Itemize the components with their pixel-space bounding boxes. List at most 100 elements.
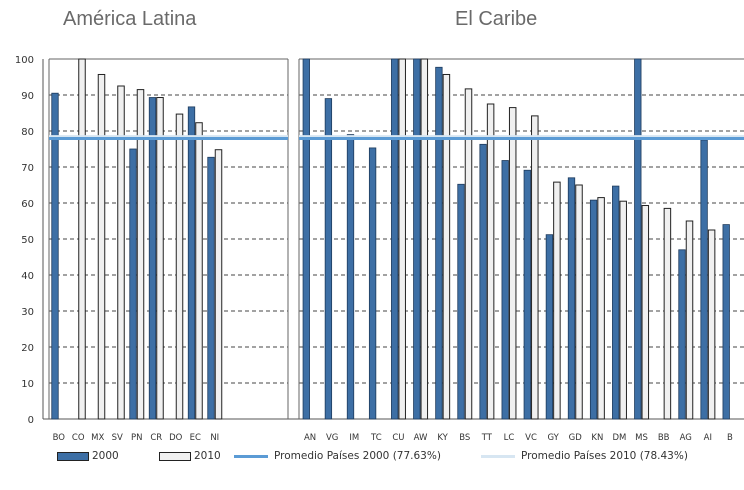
bar-2010: [117, 85, 125, 420]
legend-swatch-avg2010: [481, 454, 515, 458]
bar-2010: [420, 58, 429, 420]
x-tick-label: VG: [326, 433, 338, 440]
bar-2000: [435, 66, 443, 420]
x-tick-label: AN: [304, 433, 316, 440]
bar-2000: [589, 199, 598, 420]
x-tick-label: KY: [437, 433, 448, 440]
bar-2000: [634, 58, 642, 420]
bar-2010: [486, 103, 495, 420]
bar-2010: [508, 107, 517, 420]
bar-2000: [567, 177, 576, 420]
x-tick-label: MS: [635, 433, 648, 440]
x-tick-label: CO: [72, 433, 85, 440]
y-tick-label: 50: [21, 235, 34, 246]
bar-2000: [612, 185, 620, 420]
bar-2000: [346, 134, 355, 420]
bar-2010: [597, 197, 605, 420]
bar-2010: [531, 115, 539, 420]
x-tick-label: GY: [547, 433, 559, 440]
bar-chart: 0 10 20 30 40 50 60 70 80 90 100 BO CO MX SV PN CR DO EC NI…: [15, 55, 744, 440]
bar-2000: [545, 234, 554, 420]
y-tick-label: 20: [21, 343, 34, 354]
panel-title-latam: América Latina: [63, 8, 197, 30]
bar-2000: [479, 143, 487, 420]
x-tick-label: AW: [414, 433, 428, 440]
x-tick-label: AI: [704, 433, 712, 440]
y-tick-label: 60: [21, 199, 34, 210]
bar-2000: [457, 183, 465, 420]
y-tick-label: 0: [28, 415, 34, 426]
x-tick-label: MX: [91, 433, 104, 440]
bar-2000: [501, 160, 509, 420]
legend-swatch-avg2000: [234, 454, 268, 458]
y-tick-label: 90: [21, 91, 34, 102]
x-tick-label: NI: [210, 433, 219, 440]
x-tick-label: JM: [348, 433, 359, 440]
x-tick-label: PN: [131, 433, 142, 440]
bar-2000: [207, 156, 215, 420]
x-tick-label: BB: [658, 433, 670, 440]
bar-2010: [641, 205, 650, 420]
x-tick-label: CU: [392, 433, 404, 440]
y-tick-label: 70: [21, 163, 34, 174]
bar-2010: [619, 200, 627, 420]
panel-title-caribe: El Caribe: [455, 8, 538, 30]
bar-2010: [553, 181, 561, 420]
x-tick-label: GD: [569, 433, 583, 440]
bar-2010: [78, 58, 86, 420]
bar-2010: [175, 113, 184, 420]
bar-2000: [302, 58, 310, 420]
x-tick-label: TC: [370, 433, 382, 440]
bar-2000: [324, 98, 333, 420]
bar-2010: [136, 89, 145, 420]
legend-item-2010: 2010: [159, 450, 221, 462]
x-tick-label: VC: [525, 433, 537, 440]
legend-item-2000: 2000: [57, 450, 119, 462]
x-tick-label: LC: [504, 433, 515, 440]
bar-2010: [464, 88, 473, 420]
x-tick-label: SV: [112, 433, 123, 440]
y-tick-label: 10: [21, 379, 34, 390]
y-tick-label: 40: [21, 271, 34, 282]
bar-2000: [700, 139, 708, 420]
legend-item-avg2000: Promedio Países 2000 (77.63%): [234, 450, 441, 462]
legend-item-avg2010: Promedio Países 2010 (78.43%): [481, 450, 688, 462]
bar-2010: [707, 229, 716, 420]
legend-label-avg2000: Promedio Países 2000 (77.63%): [274, 450, 441, 462]
x-tick-label: EC: [190, 433, 201, 440]
bar-2010: [685, 220, 694, 420]
bar-2000: [722, 224, 730, 420]
bar-2010: [575, 184, 583, 420]
legend-swatch-2000: [57, 451, 89, 461]
x-tick-label: DM: [613, 433, 627, 440]
bar-2000: [413, 58, 421, 420]
bar-2000: [129, 148, 137, 420]
y-tick-label: 100: [15, 55, 34, 66]
bar-2000: [523, 169, 531, 420]
y-tick-label: 80: [21, 127, 34, 138]
bar-2010: [663, 207, 672, 420]
bar-2000: [678, 249, 686, 420]
legend-swatch-2010: [159, 451, 191, 461]
x-tick-label: B: [727, 433, 733, 440]
bar-2000: [391, 58, 399, 420]
x-tick-label: KN: [591, 433, 603, 440]
x-tick-label: BO: [53, 433, 66, 440]
bar-2000: [368, 147, 377, 420]
bar-2010: [195, 122, 203, 420]
bar-2000: [51, 92, 59, 420]
bar-2010: [156, 97, 164, 420]
y-tick-label: 30: [21, 307, 34, 318]
legend-label-2010: 2010: [194, 450, 221, 462]
x-tick-label: TT: [481, 433, 493, 440]
x-tick-label: BS: [459, 433, 470, 440]
bar-2010: [97, 73, 106, 420]
x-tick-label: AG: [680, 433, 692, 440]
bar-2000: [148, 97, 157, 420]
bar-2010: [214, 149, 223, 420]
legend-label-avg2010: Promedio Países 2010 (78.43%): [521, 450, 688, 462]
bar-2010: [398, 58, 406, 420]
x-tick-label: DO: [169, 433, 183, 440]
bar-2010: [442, 73, 451, 420]
legend-label-2000: 2000: [92, 450, 119, 462]
